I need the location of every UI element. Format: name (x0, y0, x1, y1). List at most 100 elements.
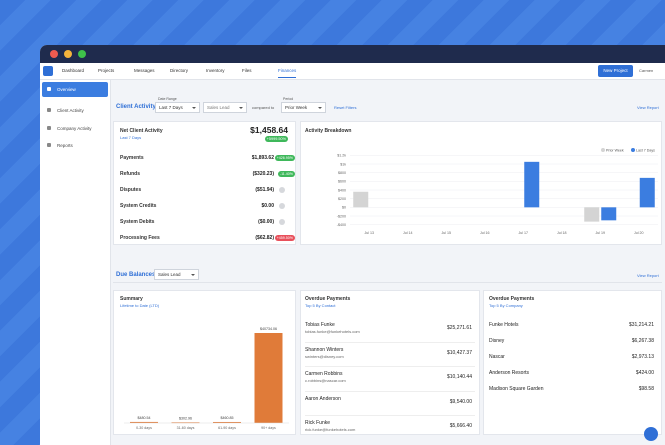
logo[interactable] (43, 66, 53, 76)
summary-chart: $480.54 0-30 days $302.96 31-60 days $460.85… (124, 327, 289, 430)
bar-value-label: $302.96 (179, 416, 192, 420)
overdue-contacts-card (300, 290, 480, 435)
overdue-amount: $10,427.37 (446, 349, 472, 356)
x-tick-label: Jul 15 (441, 231, 451, 235)
overdue-amount: $9,540.00 (449, 398, 472, 405)
y-tick-label: $400 (338, 188, 346, 192)
company-name: Anderson Resorts (489, 370, 530, 376)
x-tick-label: Jul 14 (403, 231, 413, 235)
bar-value-label: $480.54 (138, 416, 151, 420)
sidebar-item[interactable]: Overview (57, 87, 76, 92)
filter-label: Period (283, 97, 294, 101)
nav-tab[interactable]: Messages (134, 68, 155, 73)
legend-label: Prior Week (606, 148, 624, 152)
overdue-amount: $6,267.38 (631, 338, 654, 344)
contact-email: c.robbins@nascar.com (305, 378, 346, 383)
overdue-amount: $5,666.40 (449, 423, 472, 429)
sidebar-icon (47, 108, 51, 112)
row-label: Disputes (120, 187, 142, 193)
row-amount: ($320.23) (252, 171, 274, 177)
nav-tab[interactable]: Projects (98, 68, 115, 73)
sales-lead-dropdown[interactable]: Sales Lead (203, 102, 247, 113)
row-label: System Credits (120, 203, 157, 209)
overdue-companies-card (483, 290, 662, 435)
nav-tab[interactable]: Inventory (206, 68, 225, 73)
company-name: Funke Hotels (489, 322, 519, 328)
legend-swatch (601, 148, 605, 152)
chat-button[interactable] (644, 427, 658, 441)
status-dot (279, 203, 285, 209)
contact-email: tobias.funke@funkehotels.com (305, 329, 360, 334)
bar (584, 207, 600, 222)
title-bar (40, 45, 665, 63)
sidebar-icon (47, 87, 51, 91)
view-report-link[interactable]: View Report (637, 273, 659, 278)
overdue-amount: $424.00 (635, 370, 654, 376)
nav-bar (40, 63, 665, 80)
row-amount: ($0.00) (258, 219, 274, 225)
company-name: Nascar (489, 354, 505, 360)
row-label: Processing Fees (120, 235, 160, 241)
view-report-link[interactable]: View Report (637, 105, 659, 110)
y-tick-label: $1.2k (337, 154, 346, 158)
sidebar-item[interactable]: Client Activity (57, 108, 84, 113)
section-title: Client Activity (116, 104, 156, 110)
contact-name: Rick Funke (305, 420, 331, 426)
y-tick-label: $1k (340, 162, 346, 166)
change-badge: +426.95% (274, 154, 295, 161)
row-divider (305, 390, 475, 392)
bar-value-label: $40734.06 (260, 327, 277, 331)
card-subtitle: Last 7 Days (120, 135, 142, 140)
compare-text: compared to (252, 105, 275, 110)
bar (213, 421, 241, 423)
x-tick-label: 61-90 days (218, 426, 236, 430)
nav-tab[interactable]: Directory (170, 68, 189, 73)
maximize-dot[interactable] (78, 50, 86, 58)
overdue-amount: $2,973.13 (631, 354, 654, 360)
sidebar-item[interactable]: Reports (57, 143, 73, 148)
overdue-amount: $10,140.44 (446, 374, 472, 380)
y-tick-label: -$200 (337, 214, 346, 218)
contact-name: Carmen Robbins (305, 371, 343, 377)
x-tick-label: Jul 19 (595, 231, 605, 235)
row-label: Refunds (120, 171, 140, 177)
change-badge: +5999.50% (264, 136, 288, 142)
close-dot[interactable] (50, 50, 58, 58)
new-project-button[interactable]: New Project (598, 65, 633, 77)
legend-label: Last 7 Days (636, 148, 655, 152)
company-name: Madison Square Garden (489, 386, 544, 392)
overdue-amount: $98.58 (638, 386, 654, 392)
sidebar (40, 80, 111, 445)
nav-tab[interactable]: Dashboard (62, 68, 85, 73)
date-range-dropdown[interactable]: Last 7 Days (155, 102, 200, 113)
bar (353, 191, 369, 208)
change-badge: -11.40% (277, 170, 295, 177)
row-amount: ($51.94) (255, 187, 274, 193)
contact-email: rick.funke@funkehotels.com (305, 427, 356, 432)
nav-tab[interactable]: Finances (278, 68, 297, 78)
sidebar-item[interactable]: Company Activity (57, 126, 92, 131)
period-dropdown[interactable]: Prior Week (281, 102, 326, 113)
divider (113, 282, 662, 283)
bar (254, 333, 283, 423)
y-tick-label: $800 (338, 171, 346, 175)
nav-tab[interactable]: Files (242, 68, 252, 73)
row-amount: ($62.82) (255, 235, 274, 241)
summary-card: $480.54 0-30 days $302.96 31-60 days $460.85… (113, 290, 296, 435)
card-subtitle: Lifetime to Date (LTD) (120, 303, 160, 308)
minimize-dot[interactable] (64, 50, 72, 58)
reset-filters-link[interactable]: Reset Filters (334, 105, 357, 110)
contact-email: swinters@disney.com (305, 353, 344, 359)
card-title: Activity Breakdown (305, 128, 352, 134)
y-tick-label: $0 (342, 206, 346, 210)
x-tick-label: Jul 13 (364, 231, 374, 235)
sidebar-active-bg (42, 82, 108, 97)
x-tick-label: 90+ days (261, 426, 276, 430)
bar (639, 177, 655, 208)
status-dot (279, 219, 285, 225)
sales-lead-dropdown[interactable]: Sales Lead (154, 269, 199, 280)
card-title: Net Client Activity (120, 128, 163, 134)
user-menu[interactable]: Carmen (639, 68, 654, 73)
sidebar-icon (47, 126, 51, 130)
